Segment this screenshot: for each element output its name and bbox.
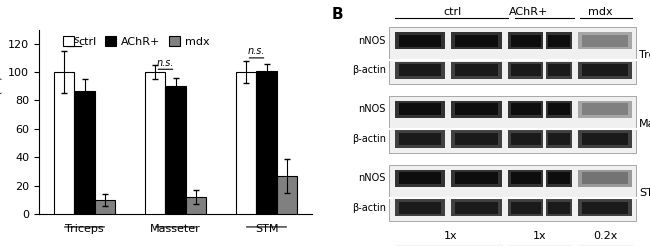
- Bar: [395, 62, 445, 79]
- Bar: [578, 170, 632, 187]
- Bar: [395, 101, 445, 118]
- Bar: [146, 72, 166, 214]
- Bar: [257, 71, 276, 214]
- Bar: [511, 103, 541, 116]
- Bar: [399, 34, 441, 46]
- Bar: [508, 62, 543, 79]
- Text: β-actin: β-actin: [352, 134, 385, 144]
- Text: nNOS: nNOS: [358, 36, 385, 46]
- Bar: [451, 101, 502, 118]
- Text: nNOS: nNOS: [358, 173, 385, 183]
- Bar: [549, 172, 570, 184]
- Text: n.s.: n.s.: [157, 58, 174, 68]
- Bar: [395, 32, 445, 49]
- Bar: [511, 172, 541, 184]
- Bar: [549, 133, 570, 145]
- Bar: [549, 202, 570, 214]
- Text: n.s.: n.s.: [248, 46, 265, 57]
- Bar: [508, 199, 543, 216]
- Bar: [582, 64, 629, 76]
- Bar: [578, 101, 632, 118]
- Bar: [94, 200, 114, 214]
- Text: 0.2x: 0.2x: [593, 231, 618, 241]
- Bar: [582, 103, 629, 116]
- Text: β-actin: β-actin: [352, 65, 385, 75]
- Text: STM: STM: [639, 188, 650, 198]
- Bar: [455, 34, 498, 46]
- Bar: [399, 202, 441, 214]
- Text: 1x: 1x: [533, 231, 547, 241]
- Bar: [578, 62, 632, 79]
- Bar: [547, 130, 572, 148]
- Y-axis label: nNOS mRNA (%): nNOS mRNA (%): [0, 76, 3, 168]
- Bar: [399, 133, 441, 145]
- Bar: [451, 62, 502, 79]
- Bar: [455, 172, 498, 184]
- Bar: [455, 133, 498, 145]
- Text: n.s.: n.s.: [66, 35, 83, 45]
- Bar: [547, 101, 572, 118]
- Bar: [549, 64, 570, 76]
- Bar: [185, 197, 205, 214]
- Bar: [166, 86, 185, 214]
- Bar: [508, 130, 543, 148]
- Text: mdx: mdx: [588, 7, 613, 17]
- Bar: [578, 130, 632, 148]
- Bar: [508, 170, 543, 187]
- Bar: [389, 165, 636, 221]
- Bar: [399, 172, 441, 184]
- Bar: [395, 130, 445, 148]
- Bar: [451, 32, 502, 49]
- Bar: [549, 103, 570, 116]
- Bar: [399, 64, 441, 76]
- Bar: [395, 199, 445, 216]
- Bar: [578, 199, 632, 216]
- Bar: [582, 34, 629, 46]
- Bar: [395, 170, 445, 187]
- Text: AChR+: AChR+: [510, 7, 549, 17]
- Bar: [451, 199, 502, 216]
- Text: Trc: Trc: [639, 50, 650, 60]
- Bar: [455, 202, 498, 214]
- Bar: [455, 103, 498, 116]
- Bar: [549, 34, 570, 46]
- Text: β-actin: β-actin: [352, 203, 385, 213]
- Bar: [547, 170, 572, 187]
- Legend: ctrl, AChR+, mdx: ctrl, AChR+, mdx: [58, 31, 214, 51]
- Bar: [511, 34, 541, 46]
- Bar: [582, 202, 629, 214]
- Text: Mass: Mass: [639, 119, 650, 129]
- Bar: [237, 72, 257, 214]
- Bar: [547, 32, 572, 49]
- Bar: [75, 91, 94, 214]
- Bar: [389, 27, 636, 84]
- Text: nNOS: nNOS: [358, 105, 385, 114]
- Bar: [451, 170, 502, 187]
- Bar: [547, 62, 572, 79]
- Bar: [511, 202, 541, 214]
- Bar: [399, 103, 441, 116]
- Bar: [389, 96, 636, 153]
- Text: B: B: [332, 7, 343, 22]
- Bar: [276, 176, 296, 214]
- Bar: [582, 172, 629, 184]
- Bar: [511, 64, 541, 76]
- Bar: [55, 72, 75, 214]
- Bar: [547, 199, 572, 216]
- Bar: [511, 133, 541, 145]
- Bar: [582, 133, 629, 145]
- Bar: [508, 32, 543, 49]
- Text: 1x: 1x: [444, 231, 458, 241]
- Bar: [451, 130, 502, 148]
- Text: ctrl: ctrl: [443, 7, 461, 17]
- Bar: [455, 64, 498, 76]
- Bar: [508, 101, 543, 118]
- Bar: [578, 32, 632, 49]
